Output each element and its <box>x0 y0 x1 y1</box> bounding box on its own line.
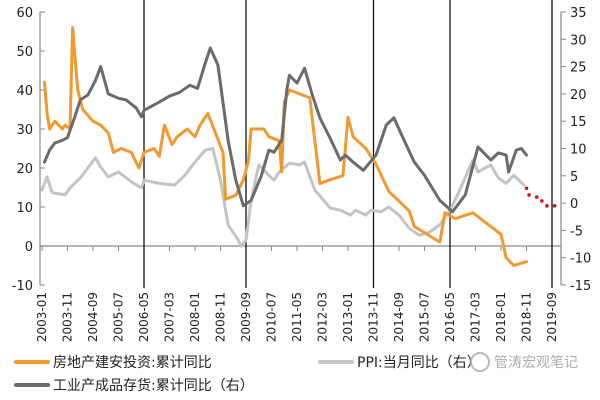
x-axis-tick-label: 2008-11 <box>214 292 228 342</box>
left-axis-tick-label: 20 <box>16 162 33 177</box>
x-axis-tick-label: 2003-01 <box>35 292 49 342</box>
left-axis-tick-label: 30 <box>16 123 33 138</box>
forecast-point <box>540 199 544 203</box>
legend-swatch-light-gray <box>318 360 354 364</box>
x-axis-tick-label: 2006-05 <box>137 292 151 342</box>
x-axis-tick-label: 2010-07 <box>265 292 279 342</box>
x-axis-tick-label: 2003-11 <box>61 292 75 342</box>
wechat-icon <box>470 352 490 372</box>
x-axis-tick-label: 2016-05 <box>443 292 457 342</box>
right-axis-tick-label: 15 <box>570 115 587 130</box>
watermark-text: 管涛宏观笔记 <box>494 355 578 371</box>
x-axis-tick-label: 2011-05 <box>290 292 304 342</box>
watermark: 管涛宏观笔记 <box>470 352 578 372</box>
x-axis-tick-label: 2013-11 <box>367 292 381 342</box>
forecast-point <box>552 204 557 208</box>
left-axis-tick-label: 50 <box>16 45 33 60</box>
left-axis-tick-label: -10 <box>12 279 33 294</box>
forecast-point <box>534 195 539 199</box>
right-axis-tick-label: 30 <box>570 33 587 48</box>
x-axis-tick-label: 2009-09 <box>239 292 253 342</box>
x-axis-tick-label: 2015-07 <box>418 292 432 342</box>
right-axis-tick-label: 25 <box>570 61 587 76</box>
series-line-ppi <box>40 147 526 248</box>
right-axis-tick-label: -15 <box>570 279 591 294</box>
legend-item-real-estate: 房地产建安投资:累计同比 <box>14 352 212 372</box>
legend-label: 工业产成品存货:累计同比（右） <box>53 378 254 394</box>
series-line-real-estate <box>43 26 528 267</box>
left-axis-tick-label: 10 <box>16 201 33 216</box>
x-axis-tick-label: 2019-09 <box>545 292 559 342</box>
legend-label: PPI:当月同比（右） <box>357 355 481 371</box>
forecast-point <box>527 193 531 197</box>
forecast-point <box>524 186 529 191</box>
left-axis-tick-label: 0 <box>25 240 33 255</box>
left-axis-tick-label: 60 <box>16 6 33 21</box>
right-axis-tick-label: 5 <box>570 170 578 185</box>
x-axis-tick-label: 2013-01 <box>341 292 355 342</box>
right-axis-tick-label: 20 <box>570 88 587 103</box>
x-axis-tick-label: 2012-03 <box>316 292 330 342</box>
legend-swatch-orange <box>14 360 50 364</box>
legend-swatch-dark-gray <box>14 383 50 387</box>
legend-label: 房地产建安投资:累计同比 <box>53 355 212 371</box>
legend-item-inventory: 工业产成品存货:累计同比（右） <box>14 375 254 395</box>
right-axis-tick-label: 0 <box>570 197 578 212</box>
x-axis-tick-label: 2005-07 <box>112 292 126 342</box>
right-axis-tick-label: -5 <box>570 224 583 239</box>
right-axis-tick-label: 10 <box>570 143 587 158</box>
forecast-point <box>545 204 549 208</box>
x-axis-tick-label: 2008-01 <box>188 292 202 342</box>
x-axis-tick-label: 2004-09 <box>86 292 100 342</box>
x-axis-tick-label: 2018-01 <box>494 292 508 342</box>
x-axis-tick-label: 2007-03 <box>163 292 177 342</box>
x-axis-tick-label: 2018-11 <box>520 292 534 342</box>
right-axis-tick-label: 35 <box>570 6 587 21</box>
x-axis-tick-label: 2017-03 <box>469 292 483 342</box>
left-axis-tick-label: 40 <box>16 84 33 99</box>
right-axis-tick-label: -10 <box>570 252 591 267</box>
x-axis-tick-label: 2014-09 <box>392 292 406 342</box>
series-line-inventory <box>43 46 528 214</box>
legend-item-ppi: PPI:当月同比（右） <box>318 352 481 372</box>
